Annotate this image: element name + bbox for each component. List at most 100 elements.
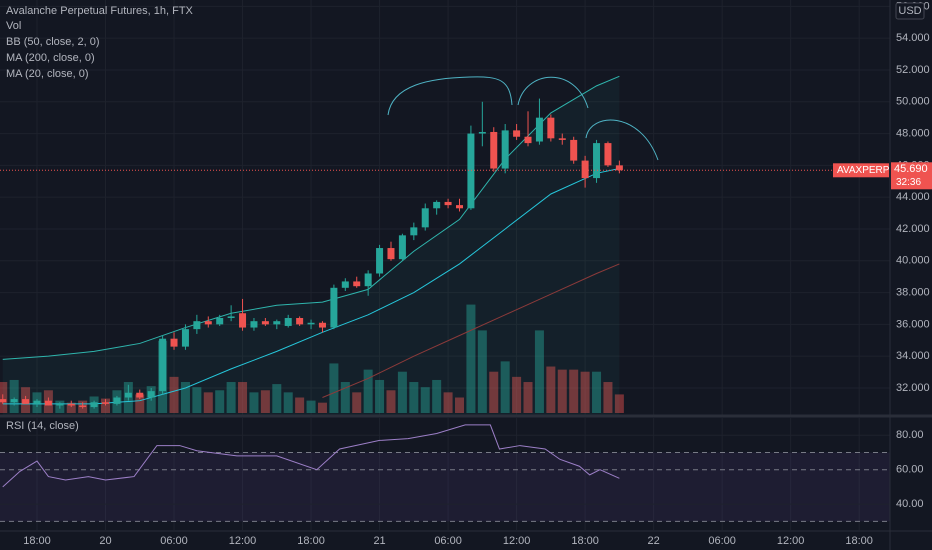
- volume-bar: [215, 390, 225, 413]
- candle-body: [421, 208, 429, 228]
- x-tick-label: 18:00: [845, 535, 873, 547]
- indicator-line: [2, 75, 620, 360]
- candle-body: [318, 322, 326, 328]
- candle-body: [490, 131, 498, 169]
- candle-body: [102, 402, 110, 404]
- volume-bar: [226, 382, 236, 413]
- candle-body: [478, 131, 486, 134]
- volume-bar: [523, 382, 533, 413]
- y-tick-label: 36.000: [896, 318, 930, 330]
- currency-box[interactable]: [895, 2, 925, 20]
- candle-body: [136, 392, 144, 398]
- drawing: [517, 76, 589, 109]
- volume-bar: [569, 369, 579, 413]
- candle-body: [296, 318, 304, 325]
- candle-body: [10, 399, 18, 403]
- candle-body: [124, 392, 132, 398]
- candle-body: [398, 235, 406, 260]
- volume-bar: [443, 392, 453, 413]
- candle-body: [467, 133, 475, 209]
- candle-body: [90, 402, 98, 408]
- candle-body: [273, 321, 281, 325]
- y-tick-label: 52.000: [896, 64, 930, 76]
- y-tick-label: 44.000: [896, 191, 930, 203]
- candle-body: [547, 117, 555, 139]
- legend-entry: Vol: [6, 20, 21, 32]
- x-tick-label: 22: [648, 535, 660, 547]
- x-tick-label: 18:00: [297, 535, 325, 547]
- candle-body: [341, 281, 349, 288]
- y-tick-label: 48.000: [896, 127, 930, 139]
- price-box: [891, 162, 932, 190]
- x-tick-label: 12:00: [503, 535, 531, 547]
- volume-bar: [489, 371, 499, 413]
- volume-bar: [386, 390, 396, 413]
- candle-body: [56, 403, 64, 406]
- rsi-line: [2, 424, 620, 488]
- candle-body: [513, 130, 521, 137]
- candle-body: [615, 165, 623, 171]
- candle-body: [147, 391, 155, 398]
- x-tick-label: 06:00: [708, 535, 736, 547]
- y-tick-label: 54.000: [896, 32, 930, 44]
- volume-bar: [9, 379, 19, 413]
- candle-body: [239, 313, 247, 328]
- band-fill: [2, 76, 620, 415]
- candle-body: [364, 273, 372, 287]
- volume-bar: [363, 369, 373, 413]
- x-tick-label: 12:00: [777, 535, 805, 547]
- candle-body: [170, 338, 178, 347]
- y-tick-label: 40.000: [896, 255, 930, 267]
- candle-body: [181, 329, 189, 347]
- volume-bar: [66, 402, 76, 413]
- drawing: [585, 119, 659, 161]
- volume-bar: [603, 382, 613, 413]
- currency[interactable]: USD: [898, 5, 921, 17]
- candle-body: [570, 139, 578, 161]
- candle-body: [410, 227, 418, 236]
- legend-entry: MA (200, close, 0): [6, 52, 95, 64]
- volume-bar: [512, 376, 522, 413]
- candle-body: [22, 399, 30, 404]
- legend-entry: BB (50, close, 2, 0): [6, 36, 100, 48]
- rsi-band: [0, 452, 890, 522]
- candle-body: [216, 318, 224, 325]
- volume-bar: [260, 390, 270, 413]
- volume-bar: [249, 392, 259, 413]
- candle-body: [330, 287, 338, 328]
- volume-bar: [420, 387, 430, 413]
- candle-body: [227, 316, 235, 319]
- candle-body: [79, 405, 87, 408]
- chart-title: Avalanche Perpetual Futures, 1h, FTX: [6, 5, 194, 17]
- x-tick-label: 06:00: [160, 535, 188, 547]
- candle-body: [558, 138, 566, 140]
- volume-bar: [352, 392, 362, 413]
- volume-bar: [340, 382, 350, 413]
- candle-body: [193, 321, 201, 330]
- candle-body: [159, 338, 167, 392]
- indicator-line: [322, 263, 620, 398]
- volume-bar: [432, 379, 442, 413]
- candle-body: [284, 318, 292, 326]
- volume-bar: [455, 397, 465, 413]
- x-tick-label: 21: [373, 535, 385, 547]
- candle-body: [581, 160, 589, 179]
- rsi-title: RSI (14, close): [6, 420, 79, 432]
- y-tick-label: 40.00: [896, 498, 924, 510]
- candle-body: [353, 281, 361, 287]
- candle-body: [261, 321, 269, 325]
- volume-bar: [466, 304, 476, 413]
- volume-bar: [135, 394, 145, 413]
- candle-body: [376, 248, 384, 274]
- x-tick-label: 06:00: [434, 535, 462, 547]
- legend-entry: MA (20, close, 0): [6, 68, 89, 80]
- x-tick-label: 18:00: [23, 535, 51, 547]
- candle-body: [113, 397, 121, 404]
- volume-bar: [238, 382, 248, 413]
- candle-body: [307, 322, 315, 325]
- candle-body: [433, 201, 441, 209]
- x-tick-label: 12:00: [229, 535, 257, 547]
